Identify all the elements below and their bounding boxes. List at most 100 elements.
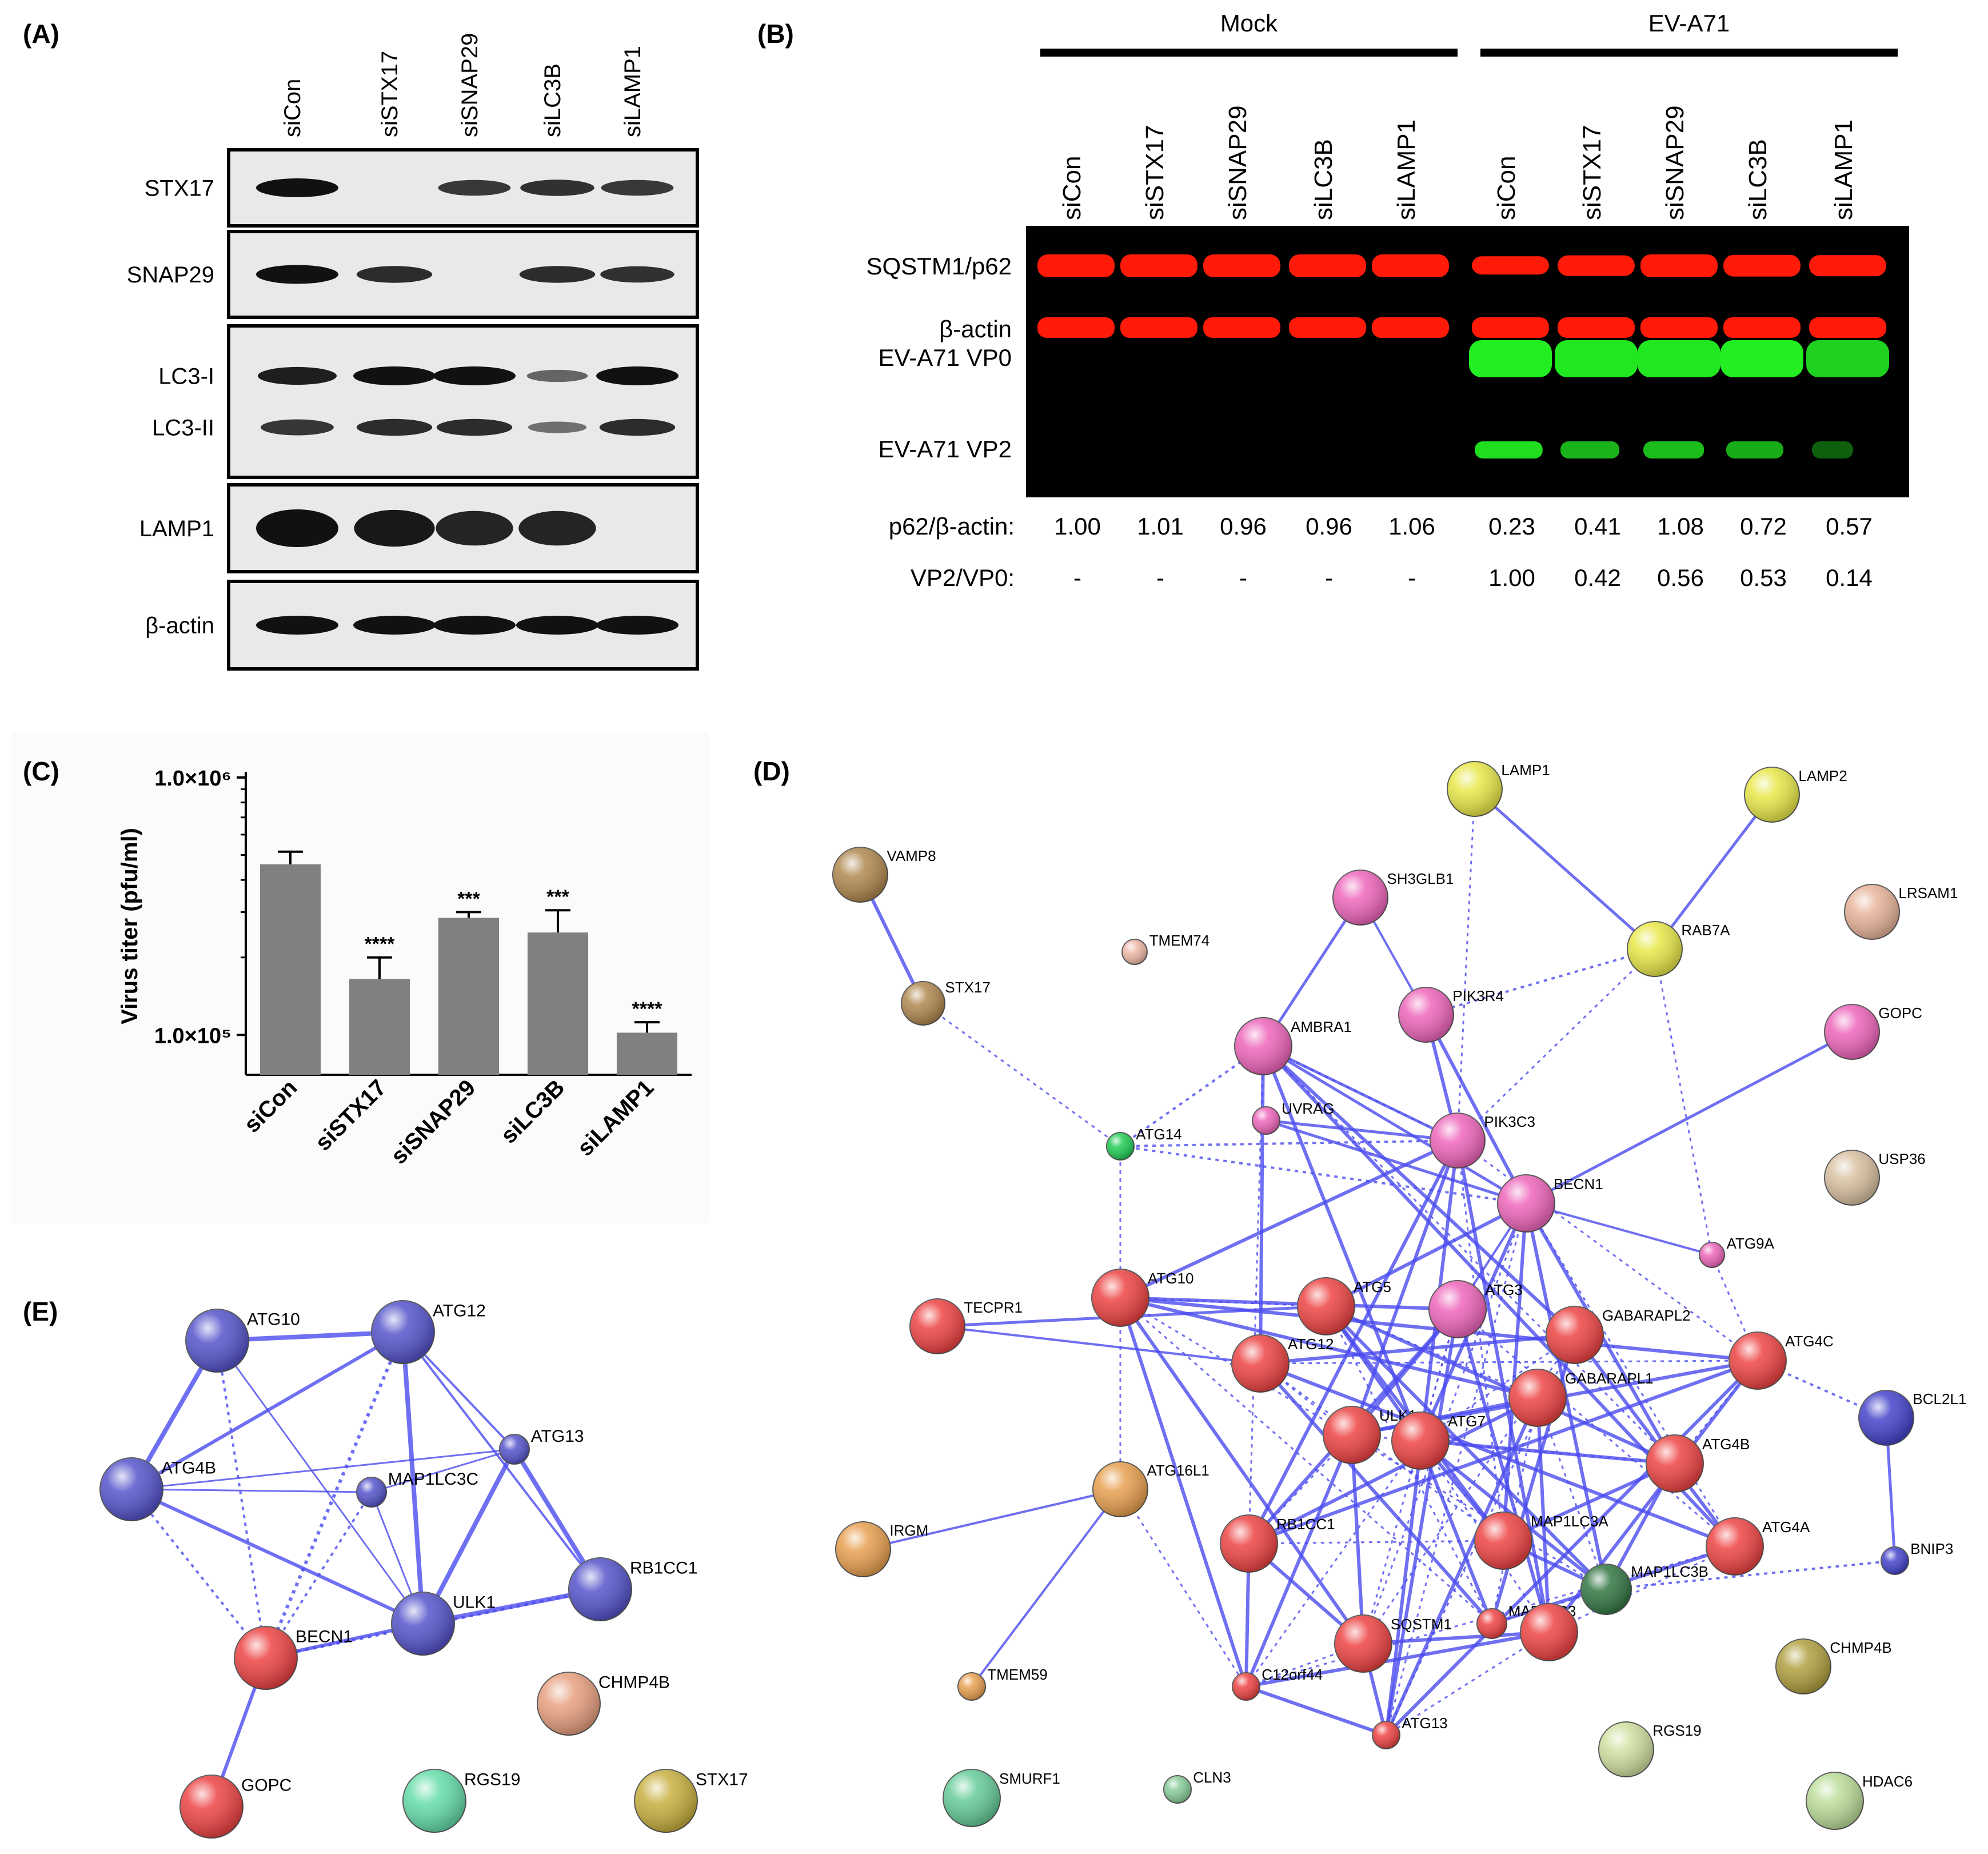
- network-edge: [371, 1448, 515, 1493]
- node-highlight: [1520, 1604, 1578, 1661]
- network-edge: [1262, 896, 1362, 1047]
- vp2-band: [1560, 441, 1620, 458]
- node-label: UVRAG: [1282, 1100, 1334, 1117]
- vp0-band: [1720, 340, 1803, 377]
- network-edge: [1260, 1333, 1575, 1365]
- vp2-band: [1475, 441, 1543, 458]
- node-label: BCL2L1: [1913, 1390, 1966, 1408]
- node-highlight: [1298, 1278, 1355, 1335]
- ratio-value: -: [1073, 564, 1081, 591]
- blot-row-label: EV-A71 VP2: [879, 436, 1012, 462]
- ratio-label: p62/β-actin:: [889, 513, 1015, 540]
- y-axis-label: Virus titer (pfu/ml): [117, 828, 142, 1024]
- network-edge: [1363, 1630, 1550, 1645]
- vp0-band: [1806, 340, 1889, 377]
- p62-band: [1037, 254, 1115, 277]
- blot-band: [526, 369, 588, 382]
- actin-band: [1372, 317, 1449, 338]
- node-label: PIK3C3: [1484, 1113, 1535, 1130]
- vp2-band: [1812, 441, 1853, 458]
- ratio-value: 0.57: [1826, 513, 1873, 540]
- node-highlight: [1729, 1332, 1786, 1389]
- group-bar-mock: [1040, 49, 1458, 57]
- blot-band: [256, 509, 338, 547]
- group-label: Mock: [1220, 10, 1278, 37]
- node-label: TECPR1: [964, 1299, 1023, 1316]
- lane-label: siLC3B: [1744, 139, 1772, 220]
- network-edge: [1120, 1296, 1538, 1400]
- blot-band: [599, 418, 676, 436]
- network-edge: [1246, 1685, 1387, 1737]
- network-edge: [1536, 1397, 1551, 1633]
- network-edge: [1424, 1014, 1528, 1205]
- network-edge: [1350, 1434, 1365, 1644]
- node-highlight: [1122, 939, 1147, 964]
- node-label: MAP1LC3A: [1531, 1513, 1608, 1530]
- node-highlight: [1232, 1673, 1260, 1700]
- node-highlight: [1699, 1242, 1724, 1267]
- lane-label: siSTX17: [1578, 125, 1606, 220]
- blot-band: [436, 511, 513, 546]
- blot-row-label: EV-A71 VP0: [879, 344, 1012, 371]
- node-label: BNIP3: [1910, 1540, 1953, 1557]
- node-highlight: [1599, 1722, 1654, 1777]
- network-edge: [1260, 1359, 1758, 1365]
- network-edge: [130, 1488, 424, 1625]
- node-label: GABARAPL1: [1565, 1370, 1654, 1387]
- blot-row-label: LC3-II: [152, 416, 214, 441]
- lane-label: siLC3B: [540, 63, 565, 137]
- actin-band: [1640, 317, 1718, 338]
- node-highlight: [569, 1558, 632, 1621]
- node-highlight: [1335, 1615, 1392, 1672]
- network-edge: [1456, 1140, 1551, 1633]
- y-tick-label: 1.0×10⁵: [154, 1024, 231, 1048]
- p62-band: [1558, 255, 1635, 276]
- ratio-value: -: [1156, 564, 1164, 591]
- node-label: ATG16L1: [1147, 1462, 1209, 1479]
- network-edge: [1384, 1397, 1539, 1736]
- lane-label: siSNAP29: [457, 33, 482, 137]
- ratio-value: -: [1325, 564, 1333, 591]
- node-label: RB1CC1: [1276, 1516, 1335, 1533]
- node-label: ATG9A: [1727, 1235, 1775, 1252]
- node-label: SQSTM1: [1391, 1616, 1452, 1633]
- blot-band: [433, 616, 516, 635]
- actin-band: [1723, 317, 1801, 338]
- network-edge: [1426, 948, 1655, 1016]
- node-label: ATG13: [1402, 1715, 1447, 1732]
- ratio-value: 0.14: [1826, 564, 1873, 591]
- lane-label: siSNAP29: [1224, 105, 1252, 220]
- network-edge: [1525, 1030, 1853, 1205]
- network-edge: [1674, 1360, 1759, 1464]
- node-highlight: [1745, 767, 1799, 822]
- node-highlight: [234, 1626, 297, 1689]
- ratio-value: 0.56: [1657, 564, 1704, 591]
- node-highlight: [1235, 1018, 1292, 1075]
- node-highlight: [1881, 1547, 1909, 1574]
- node-highlight: [357, 1477, 386, 1507]
- panel-label: (C): [23, 756, 59, 786]
- node-highlight: [1776, 1639, 1831, 1694]
- node-label: ATG5: [1354, 1278, 1391, 1295]
- node-highlight: [836, 1522, 891, 1577]
- ratio-value: 0.41: [1574, 513, 1621, 540]
- network-edge: [1456, 1140, 1504, 1541]
- panel-a: (A) siCon siSTX17 siSNAP29 siLC3B siLAMP1 STX1…: [23, 19, 699, 671]
- network-edge: [1119, 1489, 1247, 1687]
- p62-band: [1289, 254, 1366, 277]
- ratio-value: 1.00: [1054, 513, 1101, 540]
- node-label: AMBRA1: [1291, 1018, 1352, 1035]
- node-label: GOPC: [241, 1776, 292, 1795]
- node-highlight: [1429, 1281, 1486, 1338]
- blot-band: [516, 616, 598, 635]
- node-highlight: [958, 1673, 985, 1700]
- actin-band: [1203, 317, 1280, 338]
- network-edge: [1248, 1046, 1264, 1544]
- blot-band: [353, 366, 436, 385]
- node-label: MAP1LC3B: [1631, 1563, 1708, 1580]
- ratio-value: 1.06: [1388, 513, 1435, 540]
- node-highlight: [1252, 1107, 1280, 1134]
- vp0-band: [1555, 340, 1638, 377]
- panel-b: (B) Mock EV-A71 siCon siSTX17 siSNAP29 siLC3B s…: [757, 10, 1909, 591]
